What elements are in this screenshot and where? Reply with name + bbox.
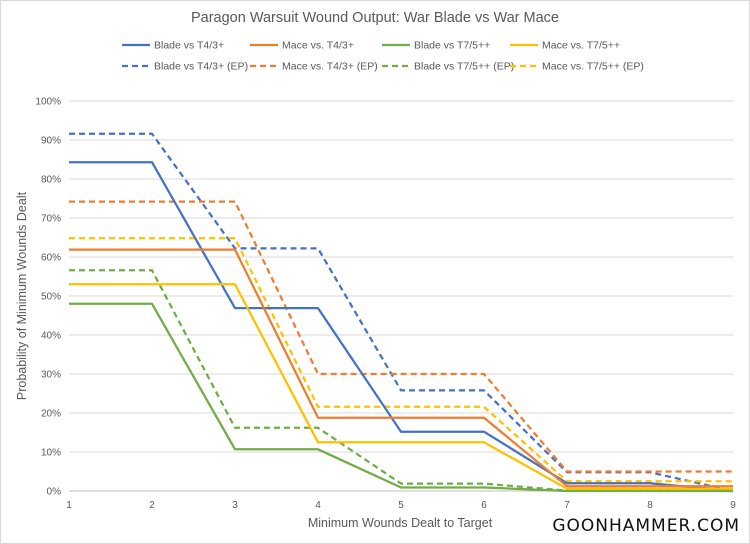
gridlines — [69, 100, 733, 492]
y-tick-label: 20% — [41, 409, 61, 420]
y-tick-label: 40% — [41, 331, 61, 342]
series-line-mace-vs-t4-3 — [69, 248, 733, 488]
chart-title: Paragon Warsuit Wound Output: War Blade … — [191, 10, 559, 26]
x-tick-label: 3 — [232, 500, 238, 511]
legend-item: Mace vs. T4/3+ (EP) — [250, 61, 378, 73]
series-line-mace-vs-t7-5-ep — [69, 237, 733, 483]
y-tick-label: 80% — [41, 175, 61, 186]
y-tick-label: 90% — [41, 136, 61, 147]
legend-item: Blade vs T4/3+ — [122, 40, 224, 52]
series-line-mace-vs-t7-5 — [69, 283, 733, 490]
legend-label: Mace vs. T7/5++ (EP) — [542, 61, 644, 73]
y-tick-label: 10% — [41, 448, 61, 459]
series-line-blade-vs-t4-3 — [69, 161, 734, 493]
legend-item: Blade vs T7/5++ — [382, 40, 490, 52]
legend-item: Blade vs T4/3+ (EP) — [122, 61, 248, 73]
legend-item: Mace vs. T7/5++ (EP) — [510, 61, 644, 73]
legend-label: Mace vs. T7/5++ — [542, 40, 620, 52]
y-tick-labels: 0% 10% 20% 30% 40% 50% 60% 70% 80% 90% 100% — [35, 97, 61, 498]
legend-label: Blade vs T4/3+ — [154, 40, 224, 52]
x-tick-label: 8 — [647, 500, 653, 511]
x-tick-label: 7 — [564, 500, 570, 511]
watermark: GOONHAMMER.COM — [552, 516, 740, 536]
series-line-mace-vs-t4-3-ep — [69, 200, 733, 473]
y-tick-label: 100% — [35, 97, 61, 108]
series-line-blade-vs-t4-3-ep — [69, 132, 734, 493]
y-tick-label: 30% — [41, 370, 61, 381]
legend-item: Mace vs. T7/5++ — [510, 40, 620, 52]
x-tick-label: 4 — [315, 500, 321, 511]
legend-label: Blade vs T7/5++ (EP) — [414, 61, 514, 73]
y-axis-title: Probability of Minimum Wounds Dealt — [15, 191, 29, 400]
legend-label: Blade vs T4/3+ (EP) — [154, 61, 248, 73]
y-tick-label: 70% — [41, 214, 61, 225]
legend-item: Mace vs. T4/3+ — [250, 40, 354, 52]
x-tick-label: 6 — [481, 500, 487, 511]
x-tick-label: 5 — [398, 500, 404, 511]
x-tick-label: 1 — [66, 500, 72, 511]
legend-label: Mace vs. T4/3+ (EP) — [282, 61, 378, 73]
y-tick-label: 0% — [47, 487, 62, 498]
y-tick-label: 60% — [41, 253, 61, 264]
y-tick-label: 50% — [41, 292, 61, 303]
series-lines — [69, 132, 734, 493]
x-axis-title: Minimum Wounds Dealt to Target — [308, 516, 493, 530]
x-tick-label: 9 — [730, 500, 736, 511]
legend-label: Blade vs T7/5++ — [414, 40, 490, 52]
x-tick-label: 2 — [149, 500, 155, 511]
legend-label: Mace vs. T4/3+ — [282, 40, 354, 52]
series-line-blade-vs-t7-5 — [69, 302, 733, 493]
legend: Blade vs T4/3+ Mace vs. T4/3+ Blade vs T7/… — [122, 40, 644, 73]
legend-item: Blade vs T7/5++ (EP) — [382, 61, 514, 73]
x-tick-labels: 1 2 3 4 5 6 7 8 9 — [66, 500, 736, 511]
